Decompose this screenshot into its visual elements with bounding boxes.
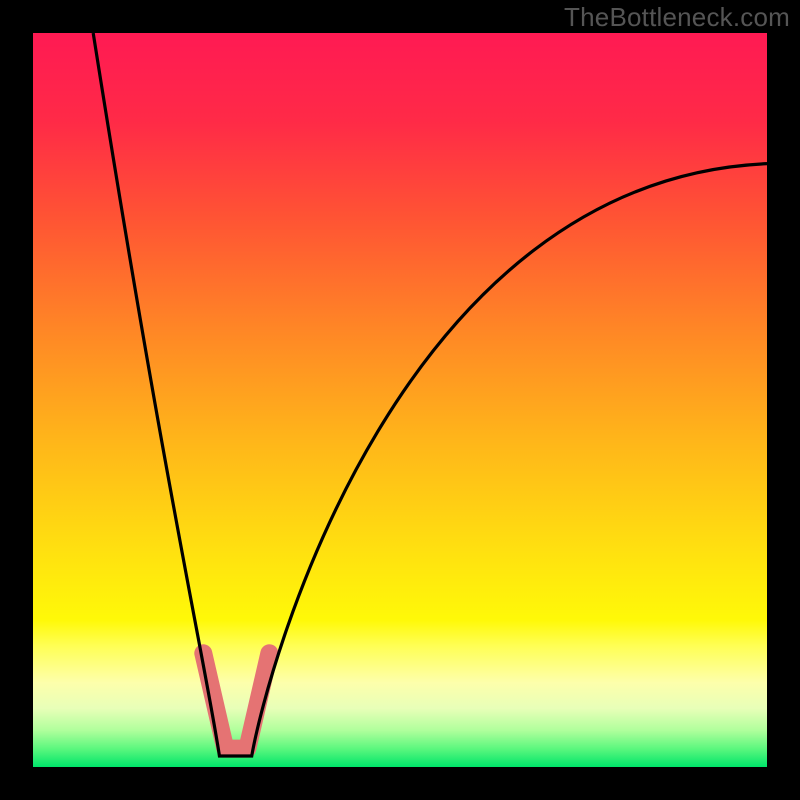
plot-svg bbox=[0, 0, 800, 800]
watermark-text: TheBottleneck.com bbox=[564, 2, 790, 33]
gradient-plot-area bbox=[33, 33, 767, 767]
figure-root: TheBottleneck.com bbox=[0, 0, 800, 800]
